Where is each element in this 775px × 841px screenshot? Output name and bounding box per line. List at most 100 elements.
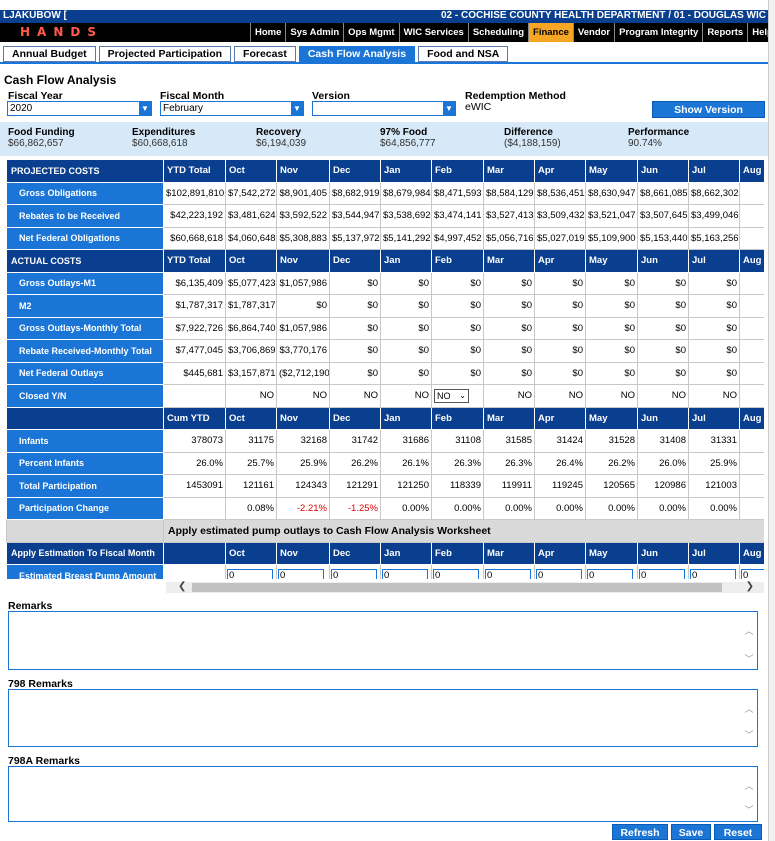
summary-item: Recovery $6,194,039 bbox=[256, 127, 306, 149]
tab-projected-participation[interactable]: Projected Participation bbox=[98, 46, 232, 62]
row-label: Percent Infants bbox=[6, 451, 164, 475]
nav-vendor[interactable]: Vendor bbox=[572, 23, 614, 42]
table-cell: $4,997,452 bbox=[431, 226, 484, 250]
table-cell: $7,477,045 bbox=[163, 339, 226, 363]
fiscal-month-select[interactable]: February ▼ bbox=[160, 101, 304, 116]
table-cell: 121250 bbox=[380, 474, 432, 498]
table-cell: 121291 bbox=[329, 474, 381, 498]
table-cell: $3,770,176 bbox=[276, 339, 330, 363]
tab-cash-flow-analysis[interactable]: Cash Flow Analysis bbox=[298, 46, 416, 62]
vertical-scrollbar[interactable] bbox=[768, 0, 775, 841]
summary-value: ($4,188,159) bbox=[504, 138, 561, 149]
scrollbar-thumb[interactable] bbox=[192, 583, 722, 592]
chevron-down-icon[interactable]: ﹀ bbox=[744, 654, 754, 664]
column-header-month: Nov bbox=[276, 159, 330, 183]
chevron-right-icon[interactable]: ❯ bbox=[745, 581, 754, 592]
nav-finance[interactable]: Finance bbox=[528, 23, 573, 42]
table-cell: $0 bbox=[329, 316, 381, 340]
save-button[interactable]: Save bbox=[671, 824, 711, 840]
remarks-798-label: 798 Remarks bbox=[8, 678, 73, 690]
chevron-left-icon[interactable]: ❮ bbox=[178, 581, 187, 592]
chevron-down-icon: ▼ bbox=[443, 102, 455, 115]
column-header-month: Oct bbox=[225, 541, 277, 565]
row-label: Gross Outlays-Monthly Total bbox=[6, 316, 164, 340]
redemption-value: eWIC bbox=[465, 101, 492, 113]
column-header-month: Apr bbox=[534, 249, 586, 273]
table-cell: 31742 bbox=[329, 429, 381, 453]
table-cell: $8,536,451 bbox=[534, 181, 586, 205]
pump-amount-input[interactable]: 0 bbox=[639, 568, 685, 579]
column-header-month: Jun bbox=[637, 159, 689, 183]
pump-amount-input[interactable]: 0 bbox=[382, 568, 428, 579]
fiscal-month-label: Fiscal Month bbox=[160, 90, 225, 102]
fiscal-year-select[interactable]: 2020 ▼ bbox=[7, 101, 152, 116]
table-cell: 31108 bbox=[431, 429, 484, 453]
tab-food-and-nsa[interactable]: Food and NSA bbox=[418, 46, 509, 62]
pump-amount-input[interactable]: 0 bbox=[227, 568, 273, 579]
table-cell: $0 bbox=[534, 361, 586, 385]
table-cell: 0.00% bbox=[534, 496, 586, 520]
pump-input-cell: 0 bbox=[534, 564, 586, 579]
tab-forecast[interactable]: Forecast bbox=[234, 46, 296, 62]
pump-input-cell: 0 bbox=[431, 564, 484, 579]
projected-row: Rebates to be Received $42,223,192 $3,481,… bbox=[6, 204, 764, 228]
chevron-up-icon[interactable]: ︿ bbox=[744, 626, 754, 636]
chevron-down-icon[interactable]: ﹀ bbox=[744, 805, 754, 815]
pump-amount-input[interactable]: 0 bbox=[587, 568, 633, 579]
remarks-798-textarea[interactable]: ︿ ﹀ bbox=[8, 689, 758, 747]
horizontal-scrollbar[interactable]: ❮ ❯ bbox=[166, 581, 764, 593]
nav-scheduling[interactable]: Scheduling bbox=[467, 23, 528, 42]
chevron-down-icon[interactable]: ﹀ bbox=[744, 730, 754, 740]
table-cell: NO bbox=[329, 384, 381, 408]
reset-button[interactable]: Reset bbox=[714, 824, 762, 840]
nav-ops-mgmt[interactable]: Ops Mgmt bbox=[343, 23, 398, 42]
table-cell: $3,5 bbox=[739, 204, 764, 228]
summary-label: 97% Food bbox=[380, 127, 428, 138]
closed-select[interactable]: NO ⌄ bbox=[434, 388, 469, 403]
refresh-button[interactable]: Refresh bbox=[612, 824, 668, 840]
remarks-textarea[interactable]: ︿ ﹀ bbox=[8, 611, 758, 670]
pump-amount-input[interactable]: 0 bbox=[690, 568, 736, 579]
column-header-month: Aug bbox=[739, 159, 764, 183]
table-cell: $5,109,900 bbox=[585, 226, 638, 250]
column-header-month: Jan bbox=[380, 406, 432, 430]
nav-reports[interactable]: Reports bbox=[702, 23, 747, 42]
show-version-button[interactable]: Show Version bbox=[652, 101, 765, 118]
action-buttons: Refresh Save Reset bbox=[612, 824, 762, 840]
nav-wic-services[interactable]: WIC Services bbox=[398, 23, 468, 42]
table-cell: 31585 bbox=[483, 429, 535, 453]
nav-home[interactable]: Home bbox=[250, 23, 285, 42]
chevron-up-icon[interactable]: ︿ bbox=[744, 781, 754, 791]
column-header-month: Mar bbox=[483, 406, 535, 430]
version-label: Version bbox=[312, 90, 350, 102]
table-cell bbox=[163, 496, 226, 520]
pump-amount-input[interactable]: 0 bbox=[536, 568, 582, 579]
remarks-798a-textarea[interactable]: ︿ ﹀ bbox=[8, 766, 758, 822]
version-select[interactable]: ▼ bbox=[312, 101, 456, 116]
tab-annual-budget[interactable]: Annual Budget bbox=[3, 46, 96, 62]
table-cell: $0 bbox=[380, 271, 432, 295]
table-cell bbox=[739, 271, 764, 295]
table-cell: $4,060,648 bbox=[225, 226, 277, 250]
pump-input-cell: 0 bbox=[739, 564, 764, 579]
pump-input-cell: 0 bbox=[329, 564, 381, 579]
pump-amount-input[interactable]: 0 bbox=[331, 568, 377, 579]
nav-sys-admin[interactable]: Sys Admin bbox=[285, 23, 343, 42]
column-header-month: Apr bbox=[534, 541, 586, 565]
pump-amount-input[interactable]: 0 bbox=[278, 568, 324, 579]
table-cell: $0 bbox=[431, 361, 484, 385]
nav-help[interactable]: Help bbox=[747, 23, 775, 42]
pump-amount-input[interactable]: 0 bbox=[741, 568, 764, 579]
table-cell: $0 bbox=[380, 294, 432, 318]
pump-banner: Apply estimated pump outlays to Cash Flo… bbox=[163, 519, 764, 543]
fiscal-year-label: Fiscal Year bbox=[8, 90, 63, 102]
table-cell: 121161 bbox=[225, 474, 277, 498]
nav-program-integrity[interactable]: Program Integrity bbox=[614, 23, 702, 42]
table-cell: $5,2 bbox=[739, 226, 764, 250]
row-label: Net Federal Outlays bbox=[6, 361, 164, 385]
chevron-up-icon[interactable]: ︿ bbox=[744, 704, 754, 714]
pump-amount-input[interactable]: 0 bbox=[433, 568, 479, 579]
table-cell: $1,057,986 bbox=[276, 316, 330, 340]
table-cell: $3,157,871 bbox=[225, 361, 277, 385]
pump-amount-input[interactable]: 0 bbox=[485, 568, 531, 579]
